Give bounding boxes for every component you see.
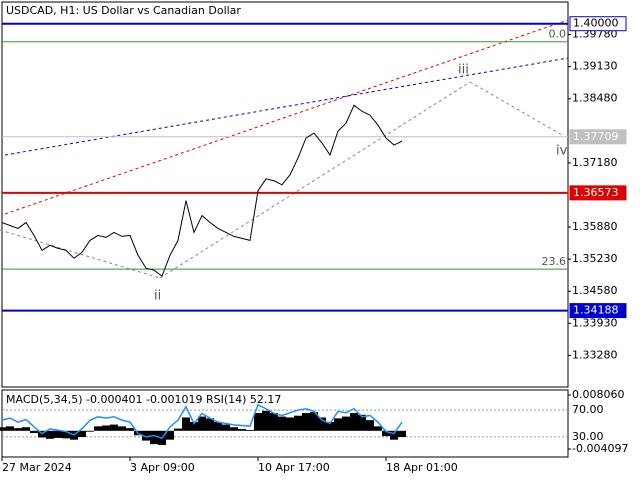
level-tag [569, 129, 627, 145]
histogram-bar [190, 421, 198, 431]
histogram-bar [14, 428, 22, 431]
x-tick-label: 3 Apr 09:00 [130, 461, 195, 474]
y-tick-label: 1.38480 [572, 92, 618, 105]
rsi-line [1, 403, 403, 440]
wave-label: iv [556, 144, 568, 159]
histogram-bar [182, 417, 190, 431]
x-tick-label: 27 Mar 2024 [2, 461, 72, 474]
wave-line [159, 81, 471, 279]
histogram-bar [174, 428, 182, 431]
indicator-title: MACD(5,34,5) -0.000401 -0.001019 RSI(14)… [6, 393, 281, 406]
y-tick-label: 1.35880 [572, 220, 618, 233]
histogram-bar [246, 429, 254, 431]
histogram-bar [374, 426, 382, 431]
y-tick-label: 1.33280 [572, 348, 618, 361]
histogram-bar [150, 430, 158, 445]
histogram-bar [86, 430, 94, 432]
histogram-bar [278, 416, 286, 431]
level-label: 1.34188 [573, 304, 619, 317]
y-tick-label: 1.37180 [572, 156, 618, 169]
histogram-bar [382, 430, 390, 437]
histogram-bar [238, 429, 246, 431]
histogram-bar [6, 426, 14, 431]
histogram-bar [366, 420, 374, 431]
histogram-bar [118, 426, 126, 431]
histogram-bar [334, 418, 342, 431]
histogram-bar [198, 416, 206, 431]
y-tick-label: 1.39130 [572, 60, 618, 73]
histogram-bar [262, 410, 270, 431]
histogram-bar [342, 416, 350, 431]
histogram-bar [94, 426, 102, 431]
level-label: 1.36573 [573, 186, 619, 199]
y2-tick-label: 70.00 [572, 403, 604, 416]
histogram-bar [62, 430, 70, 439]
histogram-bar [326, 421, 334, 431]
price-line [1, 104, 403, 277]
x-tick-label: 10 Apr 17:00 [258, 461, 330, 474]
y-tick-label: 1.35230 [572, 252, 618, 265]
histogram-bar [390, 430, 398, 440]
y-tick-label: -0.004097 [572, 442, 628, 455]
level-tag [569, 16, 627, 32]
histogram-bar [222, 424, 230, 431]
histogram-bar [294, 415, 302, 431]
histogram-bar [110, 424, 118, 431]
histogram-bar [166, 430, 174, 440]
fib-label: 23.6 [542, 255, 567, 268]
histogram-bar [54, 430, 62, 438]
level-tag [569, 185, 627, 201]
histogram-bar [142, 430, 150, 441]
histogram-bar [318, 417, 326, 431]
fib-label: 0.0 [549, 28, 567, 41]
y-tick-label: 1.33930 [572, 316, 618, 329]
histogram-bar [358, 414, 366, 431]
histogram-bar [398, 430, 406, 438]
y2-tick-label: 30.00 [572, 430, 604, 443]
histogram-bar [214, 421, 222, 431]
trend-line [4, 57, 569, 156]
histogram-bar [270, 413, 278, 431]
histogram-bar [286, 417, 294, 431]
wave-line [0, 229, 161, 279]
y-tick-label: 0.008060 [572, 388, 625, 401]
chart-title: USDCAD, H1: US Dollar vs Canadian Dollar [6, 4, 241, 17]
histogram-bar [78, 430, 86, 438]
histogram-bar [230, 427, 238, 431]
y-tick-label: 1.34580 [572, 284, 618, 297]
histogram-bar [22, 427, 30, 431]
histogram-bar [0, 427, 6, 431]
histogram-bar [254, 413, 262, 431]
histogram-bar [30, 430, 38, 434]
histogram-bar [102, 425, 110, 431]
histogram-bar [46, 430, 54, 439]
level-label: 1.37709 [573, 130, 619, 143]
x-tick-label: 18 Apr 01:00 [386, 461, 458, 474]
histogram-bar [206, 418, 214, 431]
level-label: 1.40000 [573, 17, 619, 30]
wave-label: iii [458, 63, 469, 78]
histogram-bar [350, 413, 358, 431]
histogram-bar [302, 413, 310, 431]
histogram-bar [310, 412, 318, 431]
price-panel [1, 1, 569, 388]
histogram-bar [126, 428, 134, 431]
level-tag [569, 303, 627, 319]
wave-label: ii [154, 289, 161, 304]
